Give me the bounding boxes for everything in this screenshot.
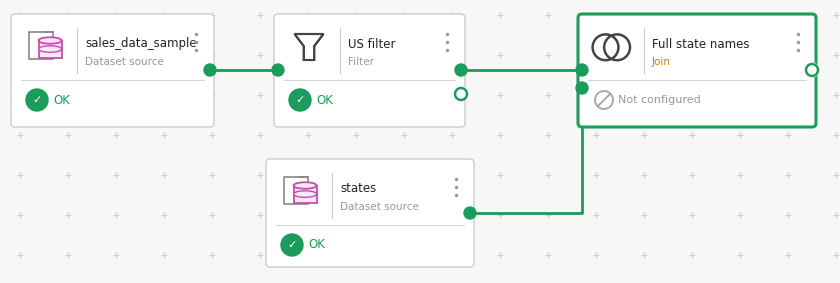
- FancyBboxPatch shape: [293, 185, 317, 203]
- Text: Join: Join: [652, 57, 671, 67]
- Text: sales_data_sample: sales_data_sample: [85, 38, 197, 50]
- FancyBboxPatch shape: [11, 14, 214, 127]
- Circle shape: [464, 207, 476, 219]
- FancyBboxPatch shape: [284, 177, 308, 203]
- Text: states: states: [340, 183, 376, 196]
- FancyBboxPatch shape: [274, 14, 465, 127]
- Circle shape: [576, 82, 588, 94]
- Text: ✓: ✓: [296, 95, 305, 105]
- Ellipse shape: [293, 182, 317, 189]
- Circle shape: [576, 64, 588, 76]
- Circle shape: [281, 234, 303, 256]
- Circle shape: [454, 87, 468, 101]
- Text: ✓: ✓: [32, 95, 42, 105]
- Circle shape: [26, 89, 48, 111]
- Text: Dataset source: Dataset source: [85, 57, 164, 67]
- FancyBboxPatch shape: [578, 14, 816, 127]
- Polygon shape: [295, 34, 323, 60]
- Circle shape: [455, 64, 467, 76]
- FancyBboxPatch shape: [29, 32, 54, 59]
- Ellipse shape: [39, 37, 61, 44]
- Circle shape: [272, 64, 284, 76]
- Text: US filter: US filter: [348, 38, 396, 50]
- Text: OK: OK: [308, 239, 325, 252]
- Text: Full state names: Full state names: [652, 38, 749, 50]
- Ellipse shape: [39, 46, 61, 52]
- Text: OK: OK: [316, 93, 333, 106]
- Text: Filter: Filter: [348, 57, 374, 67]
- Text: OK: OK: [53, 93, 70, 106]
- FancyBboxPatch shape: [266, 159, 474, 267]
- FancyBboxPatch shape: [39, 40, 61, 58]
- Circle shape: [204, 64, 216, 76]
- Text: Dataset source: Dataset source: [340, 202, 419, 212]
- Text: Not configured: Not configured: [618, 95, 701, 105]
- Circle shape: [805, 63, 819, 77]
- Circle shape: [289, 89, 311, 111]
- Ellipse shape: [293, 191, 317, 197]
- Text: ✓: ✓: [287, 240, 297, 250]
